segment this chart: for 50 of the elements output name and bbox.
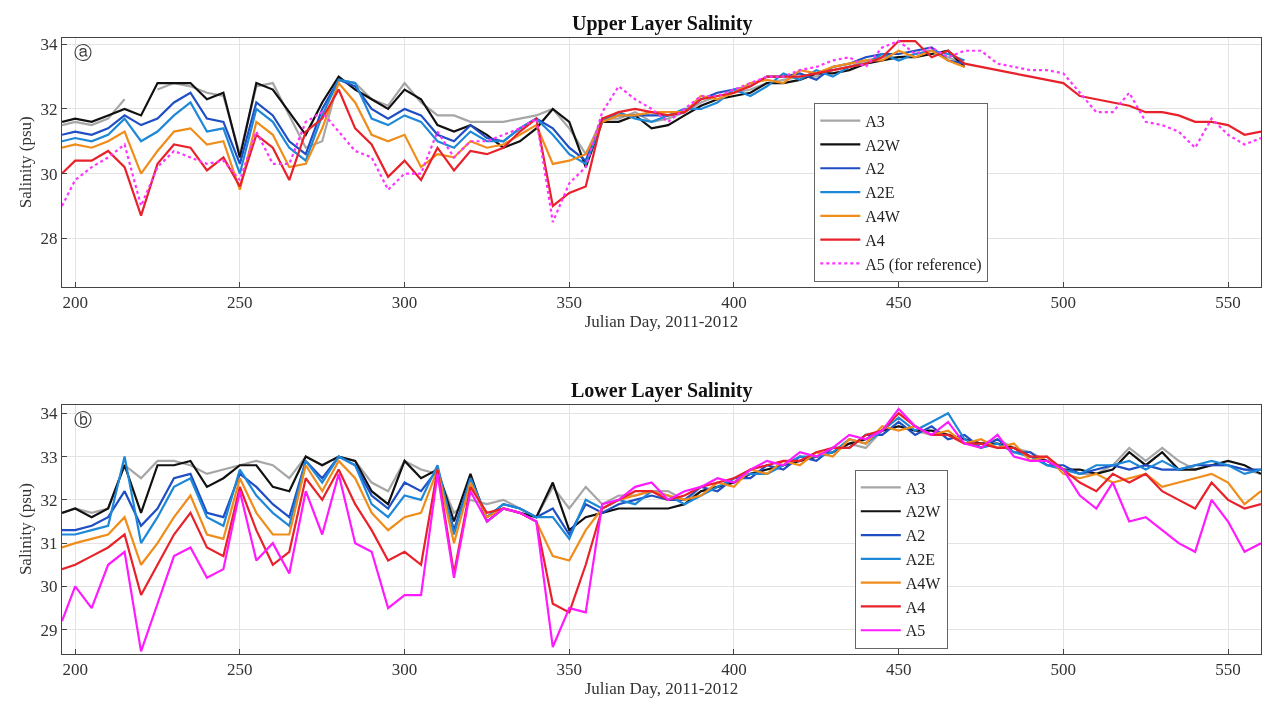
x-tick-label: 500 <box>1050 659 1077 679</box>
line-series <box>62 412 1261 614</box>
legend-label: A4 <box>865 231 885 249</box>
legend-label: A2W <box>905 503 942 521</box>
legend-label: A2 <box>865 160 885 178</box>
y-tick-label: 30 <box>40 164 58 184</box>
x-tick-label: 350 <box>556 293 583 313</box>
x-axis-title: Julian Day, 2011-2012 <box>584 312 739 332</box>
y-tick-label: 29 <box>40 620 58 640</box>
legend-label: A3 <box>865 112 885 130</box>
y-tick-label: 28 <box>40 229 58 249</box>
x-tick-label: 250 <box>227 659 253 679</box>
legend-label: A5 (for reference) <box>865 255 982 274</box>
y-tick-label: 34 <box>40 404 59 424</box>
line-series <box>62 407 1261 653</box>
y-tick-label: 34 <box>40 35 59 55</box>
legend-label: A2 <box>905 527 926 545</box>
legend-label: A2E <box>905 551 936 569</box>
annotation: ⓑ <box>74 409 92 430</box>
chart-title: Lower Layer Salinity <box>571 379 753 402</box>
x-tick-label: 200 <box>62 659 88 679</box>
x-tick-label: 250 <box>227 293 253 313</box>
x-tick-label: 450 <box>885 293 912 313</box>
x-tick-label: 550 <box>1215 659 1241 679</box>
y-tick-label: 30 <box>40 577 58 597</box>
y-axis-title: Salinity (psu) <box>16 483 36 576</box>
legend-label: A2E <box>865 184 895 202</box>
x-axis-title: Julian Day, 2011-2012 <box>584 678 739 698</box>
annotation: ⓐ <box>74 42 92 63</box>
x-tick-label: 350 <box>556 659 583 679</box>
y-tick-label: 32 <box>40 99 58 119</box>
y-tick-label: 31 <box>40 534 58 554</box>
legend-label: A5 <box>905 622 926 640</box>
y-tick-label: 32 <box>40 490 58 510</box>
legend-label: A4W <box>905 574 942 592</box>
x-tick-label: 450 <box>885 659 912 679</box>
y-tick-label: 33 <box>40 447 58 467</box>
legend-label: A4W <box>865 208 901 226</box>
x-tick-label: 400 <box>721 659 747 679</box>
legend-label: A4 <box>905 598 926 616</box>
x-tick-label: 550 <box>1215 293 1241 313</box>
y-axis-title: Salinity (psu) <box>16 116 36 209</box>
x-tick-label: 400 <box>721 293 747 313</box>
x-tick-label: 500 <box>1050 293 1077 313</box>
x-tick-label: 300 <box>391 659 418 679</box>
legend-label: A3 <box>905 479 926 497</box>
chart-title: Upper Layer Salinity <box>572 12 753 35</box>
x-tick-label: 300 <box>391 293 418 313</box>
x-tick-label: 200 <box>62 293 88 313</box>
legend-label: A2W <box>865 136 901 154</box>
